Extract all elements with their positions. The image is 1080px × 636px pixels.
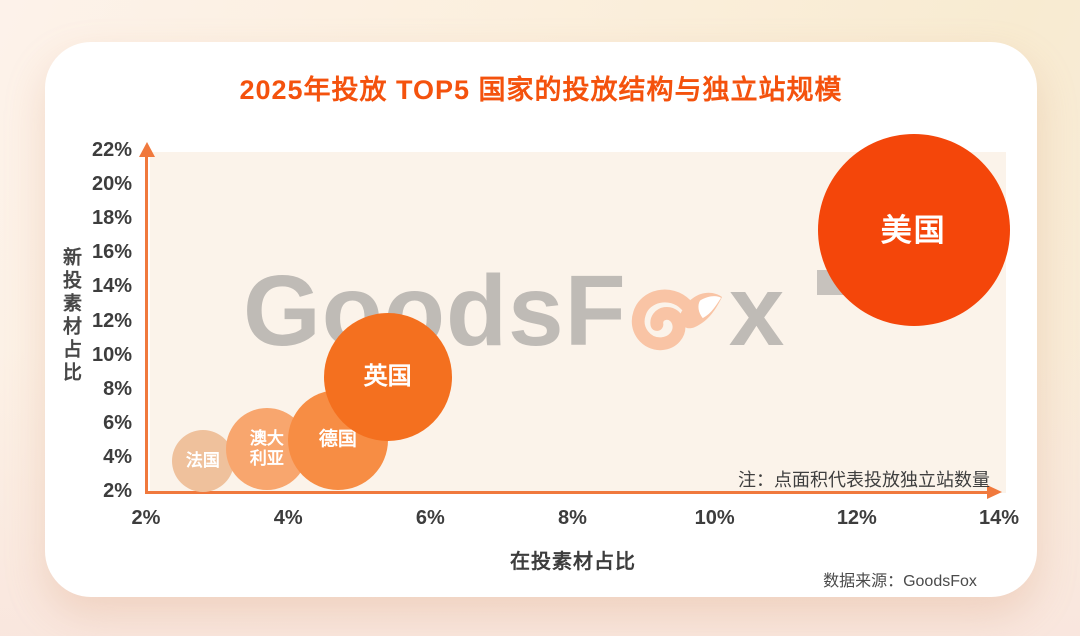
bubble-label: 德国 xyxy=(318,429,357,451)
chart-title: 2025年投放 TOP5 国家的投放结构与独立站规模 xyxy=(239,75,843,105)
watermark-text-right: x xyxy=(728,255,786,367)
x-tick-label: 10% xyxy=(694,507,735,529)
bubble-label: 美国 xyxy=(880,212,947,248)
x-tick-label: 8% xyxy=(558,507,587,529)
y-tick-label: 2% xyxy=(103,480,132,502)
y-tick-label: 10% xyxy=(91,343,132,366)
y-axis-line xyxy=(145,156,148,493)
x-tick-label: 4% xyxy=(273,507,303,529)
x-axis-line xyxy=(145,491,989,494)
y-axis-title: 新投素材占比 xyxy=(60,247,81,385)
y-tick-label: 4% xyxy=(103,445,132,468)
bubble-usa: 美国 xyxy=(817,134,1010,327)
y-tick-label: 12% xyxy=(91,309,132,332)
bubble-france: 法国 xyxy=(171,429,234,492)
y-axis-arrow-icon xyxy=(139,142,155,157)
y-tick-label: 20% xyxy=(91,173,132,196)
bubble-label: 法国 xyxy=(185,450,220,470)
y-tick-label: 18% xyxy=(91,207,132,230)
data-source: 数据来源：GoodsFox xyxy=(823,573,977,590)
fox-tail-swoosh-icon xyxy=(631,289,722,351)
bubble-label: 利亚 xyxy=(249,448,284,468)
goodsfox-watermark: GoodsF x xyxy=(243,256,785,370)
x-tick-label: 6% xyxy=(415,507,445,529)
x-tick-label: 2% xyxy=(131,507,161,529)
bubble-size-note: 注：点面积代表投放独立站数量 xyxy=(738,470,990,490)
x-axis-arrow-icon xyxy=(987,485,1002,499)
y-tick-label: 6% xyxy=(103,411,132,434)
bubble-label: 澳大 xyxy=(249,429,284,449)
y-tick-label: 8% xyxy=(103,377,132,400)
bubble-uk: 英国 xyxy=(323,313,452,442)
x-axis-title: 在投素材占比 xyxy=(510,551,636,573)
y-tick-label: 14% xyxy=(91,275,132,298)
x-tick-label: 14% xyxy=(978,507,1020,529)
y-tick-label: 16% xyxy=(91,241,132,264)
x-tick-label: 12% xyxy=(836,507,877,529)
bubble-label: 英国 xyxy=(363,363,412,391)
y-tick-label: 22% xyxy=(91,139,132,161)
